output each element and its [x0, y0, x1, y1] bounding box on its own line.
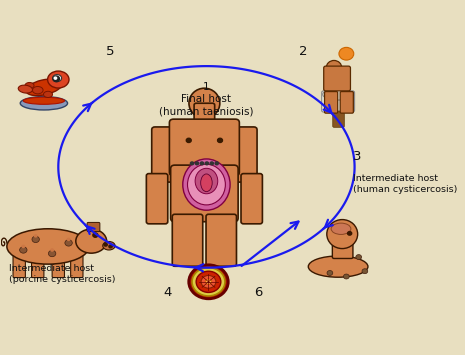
Text: 5: 5 — [106, 45, 114, 59]
Text: 1
Final host
(human taeniosis): 1 Final host (human taeniosis) — [159, 82, 254, 116]
Circle shape — [200, 162, 204, 165]
Circle shape — [205, 162, 208, 165]
FancyBboxPatch shape — [146, 174, 168, 224]
Ellipse shape — [308, 256, 368, 277]
Circle shape — [93, 233, 98, 237]
Circle shape — [339, 47, 354, 60]
Ellipse shape — [26, 79, 62, 95]
Ellipse shape — [33, 87, 43, 94]
Ellipse shape — [53, 75, 61, 82]
Ellipse shape — [18, 85, 33, 93]
Ellipse shape — [183, 159, 230, 210]
Circle shape — [54, 77, 57, 79]
Ellipse shape — [7, 229, 89, 264]
Ellipse shape — [201, 174, 212, 192]
Circle shape — [48, 250, 56, 257]
Ellipse shape — [103, 241, 115, 250]
Circle shape — [20, 247, 27, 253]
Circle shape — [347, 231, 352, 235]
Text: Intermediate host
(porcine cysticercosis): Intermediate host (porcine cysticercosis… — [9, 264, 115, 284]
FancyBboxPatch shape — [169, 119, 239, 176]
Circle shape — [22, 245, 25, 247]
FancyBboxPatch shape — [322, 91, 355, 112]
Ellipse shape — [20, 97, 67, 110]
FancyBboxPatch shape — [32, 251, 44, 278]
Ellipse shape — [323, 89, 353, 100]
Text: 4: 4 — [163, 286, 172, 299]
Circle shape — [327, 271, 333, 275]
Ellipse shape — [25, 82, 34, 89]
FancyBboxPatch shape — [340, 92, 353, 113]
Text: 6: 6 — [254, 286, 262, 299]
Circle shape — [195, 162, 199, 165]
FancyBboxPatch shape — [52, 251, 65, 278]
Ellipse shape — [23, 97, 65, 104]
Ellipse shape — [189, 88, 220, 118]
Text: Intermediate host
(human cysticercosis): Intermediate host (human cysticercosis) — [352, 174, 457, 194]
Circle shape — [34, 235, 37, 237]
Circle shape — [218, 138, 222, 142]
Circle shape — [201, 275, 216, 288]
FancyBboxPatch shape — [241, 174, 262, 224]
Circle shape — [362, 269, 368, 274]
FancyBboxPatch shape — [152, 127, 179, 182]
FancyBboxPatch shape — [230, 127, 257, 182]
Circle shape — [189, 265, 228, 299]
FancyBboxPatch shape — [333, 111, 344, 127]
Ellipse shape — [44, 91, 53, 98]
FancyBboxPatch shape — [87, 223, 100, 231]
FancyBboxPatch shape — [332, 242, 353, 258]
FancyBboxPatch shape — [173, 214, 203, 266]
Circle shape — [104, 243, 107, 246]
FancyBboxPatch shape — [194, 103, 215, 126]
FancyBboxPatch shape — [171, 165, 238, 222]
Circle shape — [210, 162, 213, 165]
Ellipse shape — [331, 223, 351, 234]
Ellipse shape — [187, 164, 226, 205]
Circle shape — [109, 245, 112, 248]
FancyBboxPatch shape — [325, 92, 338, 113]
Circle shape — [356, 255, 362, 260]
Ellipse shape — [76, 229, 106, 253]
Ellipse shape — [47, 71, 69, 88]
Circle shape — [215, 162, 219, 165]
Circle shape — [53, 76, 60, 82]
Circle shape — [186, 138, 191, 142]
Text: 2: 2 — [299, 45, 307, 59]
Ellipse shape — [195, 168, 218, 194]
Circle shape — [205, 279, 212, 285]
Circle shape — [192, 268, 225, 296]
Circle shape — [65, 240, 72, 246]
Circle shape — [51, 249, 53, 251]
FancyBboxPatch shape — [206, 214, 237, 266]
FancyBboxPatch shape — [13, 251, 26, 278]
Text: 3: 3 — [352, 150, 361, 163]
Circle shape — [344, 274, 349, 279]
Circle shape — [32, 236, 40, 242]
Circle shape — [190, 162, 194, 165]
Ellipse shape — [327, 220, 358, 248]
Ellipse shape — [326, 60, 342, 75]
FancyBboxPatch shape — [71, 251, 83, 278]
FancyBboxPatch shape — [324, 66, 351, 91]
Circle shape — [67, 238, 70, 240]
Circle shape — [196, 271, 221, 293]
